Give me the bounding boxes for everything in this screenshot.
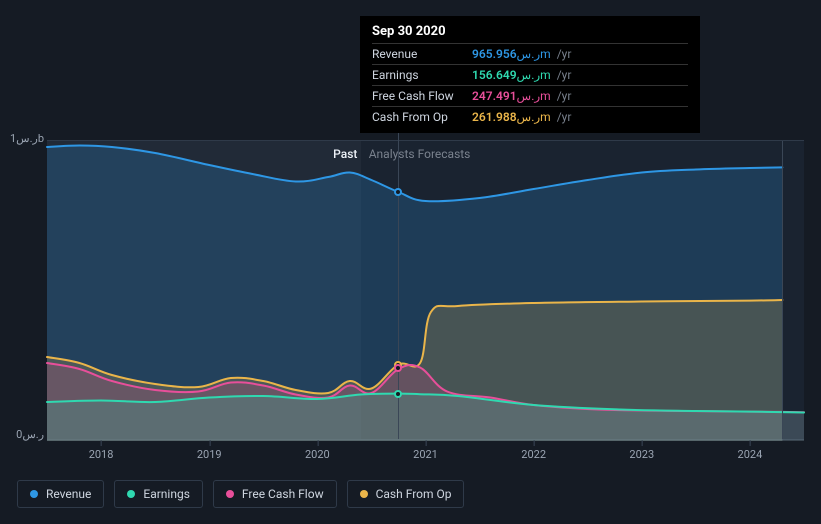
tooltip-row-unit: ر.سm xyxy=(517,47,551,61)
legend-item[interactable]: Cash From Op xyxy=(347,480,465,508)
x-tick: 2020 xyxy=(305,448,330,461)
tooltip-row: Free Cash Flow247.491ر.سm/yr xyxy=(372,85,688,106)
tooltip-row: Earnings156.649ر.سm/yr xyxy=(372,64,688,85)
earnings-revenue-chart: ر.س1b ر.س0 Past Analysts Forecasts 20182… xyxy=(17,120,804,510)
y-tick-max: ر.س1b xyxy=(0,132,44,145)
legend-label: Revenue xyxy=(46,487,91,501)
legend-dot xyxy=(226,490,234,498)
tooltip-row-per: /yr xyxy=(557,47,572,61)
chart-tooltip: Sep 30 2020 Revenue965.956ر.سm/yrEarning… xyxy=(360,16,700,133)
hover-marker xyxy=(394,364,402,372)
x-tick: 2024 xyxy=(738,448,763,461)
legend-label: Earnings xyxy=(143,487,190,501)
hover-marker xyxy=(394,188,402,196)
tooltip-row-value: 261.988 xyxy=(472,110,517,124)
chart-svg xyxy=(47,141,804,441)
tooltip-row-per: /yr xyxy=(557,110,572,124)
x-tick: 2021 xyxy=(413,448,438,461)
tooltip-row: Revenue965.956ر.سm/yr xyxy=(372,43,688,64)
legend-item[interactable]: Revenue xyxy=(17,480,104,508)
x-tick: 2018 xyxy=(89,448,114,461)
tooltip-row-per: /yr xyxy=(557,89,572,103)
plot-area[interactable]: Past Analysts Forecasts xyxy=(47,140,804,440)
legend-item[interactable]: Free Cash Flow xyxy=(213,480,337,508)
legend-dot xyxy=(127,490,135,498)
legend-item[interactable]: Earnings xyxy=(114,480,203,508)
y-tick-min: ر.س0 xyxy=(0,428,44,441)
tooltip-row-unit: ر.سm xyxy=(517,68,551,82)
x-axis: 2018 2019 2020 2021 2022 2023 2024 xyxy=(47,448,804,468)
tooltip-row-per: /yr xyxy=(557,68,572,82)
legend-dot xyxy=(360,490,368,498)
legend-label: Free Cash Flow xyxy=(242,487,324,501)
tooltip-row-value: 247.491 xyxy=(472,89,517,103)
tooltip-row-unit: ر.سm xyxy=(517,89,551,103)
tooltip-row-label: Revenue xyxy=(372,47,472,61)
forecast-end-line xyxy=(782,141,783,439)
x-tick: 2022 xyxy=(521,448,546,461)
legend-label: Cash From Op xyxy=(376,487,452,501)
legend-dot xyxy=(30,490,38,498)
tooltip-row-unit: ر.سm xyxy=(517,110,551,124)
hover-marker xyxy=(394,390,402,398)
tooltip-row-value: 156.649 xyxy=(472,68,517,82)
chart-legend: Revenue Earnings Free Cash Flow Cash From O… xyxy=(17,480,464,508)
tooltip-date: Sep 30 2020 xyxy=(372,24,688,43)
tooltip-row-label: Earnings xyxy=(372,68,472,82)
x-tick: 2019 xyxy=(197,448,222,461)
tooltip-row-value: 965.956 xyxy=(472,47,517,61)
tooltip-row-label: Cash From Op xyxy=(372,110,472,124)
tooltip-row: Cash From Op261.988ر.سm/yr xyxy=(372,106,688,127)
tooltip-row-label: Free Cash Flow xyxy=(372,89,472,103)
x-tick: 2023 xyxy=(629,448,654,461)
